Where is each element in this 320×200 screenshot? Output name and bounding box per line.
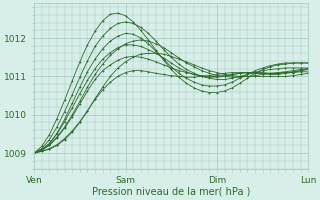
X-axis label: Pression niveau de la mer( hPa ): Pression niveau de la mer( hPa ) bbox=[92, 187, 251, 197]
